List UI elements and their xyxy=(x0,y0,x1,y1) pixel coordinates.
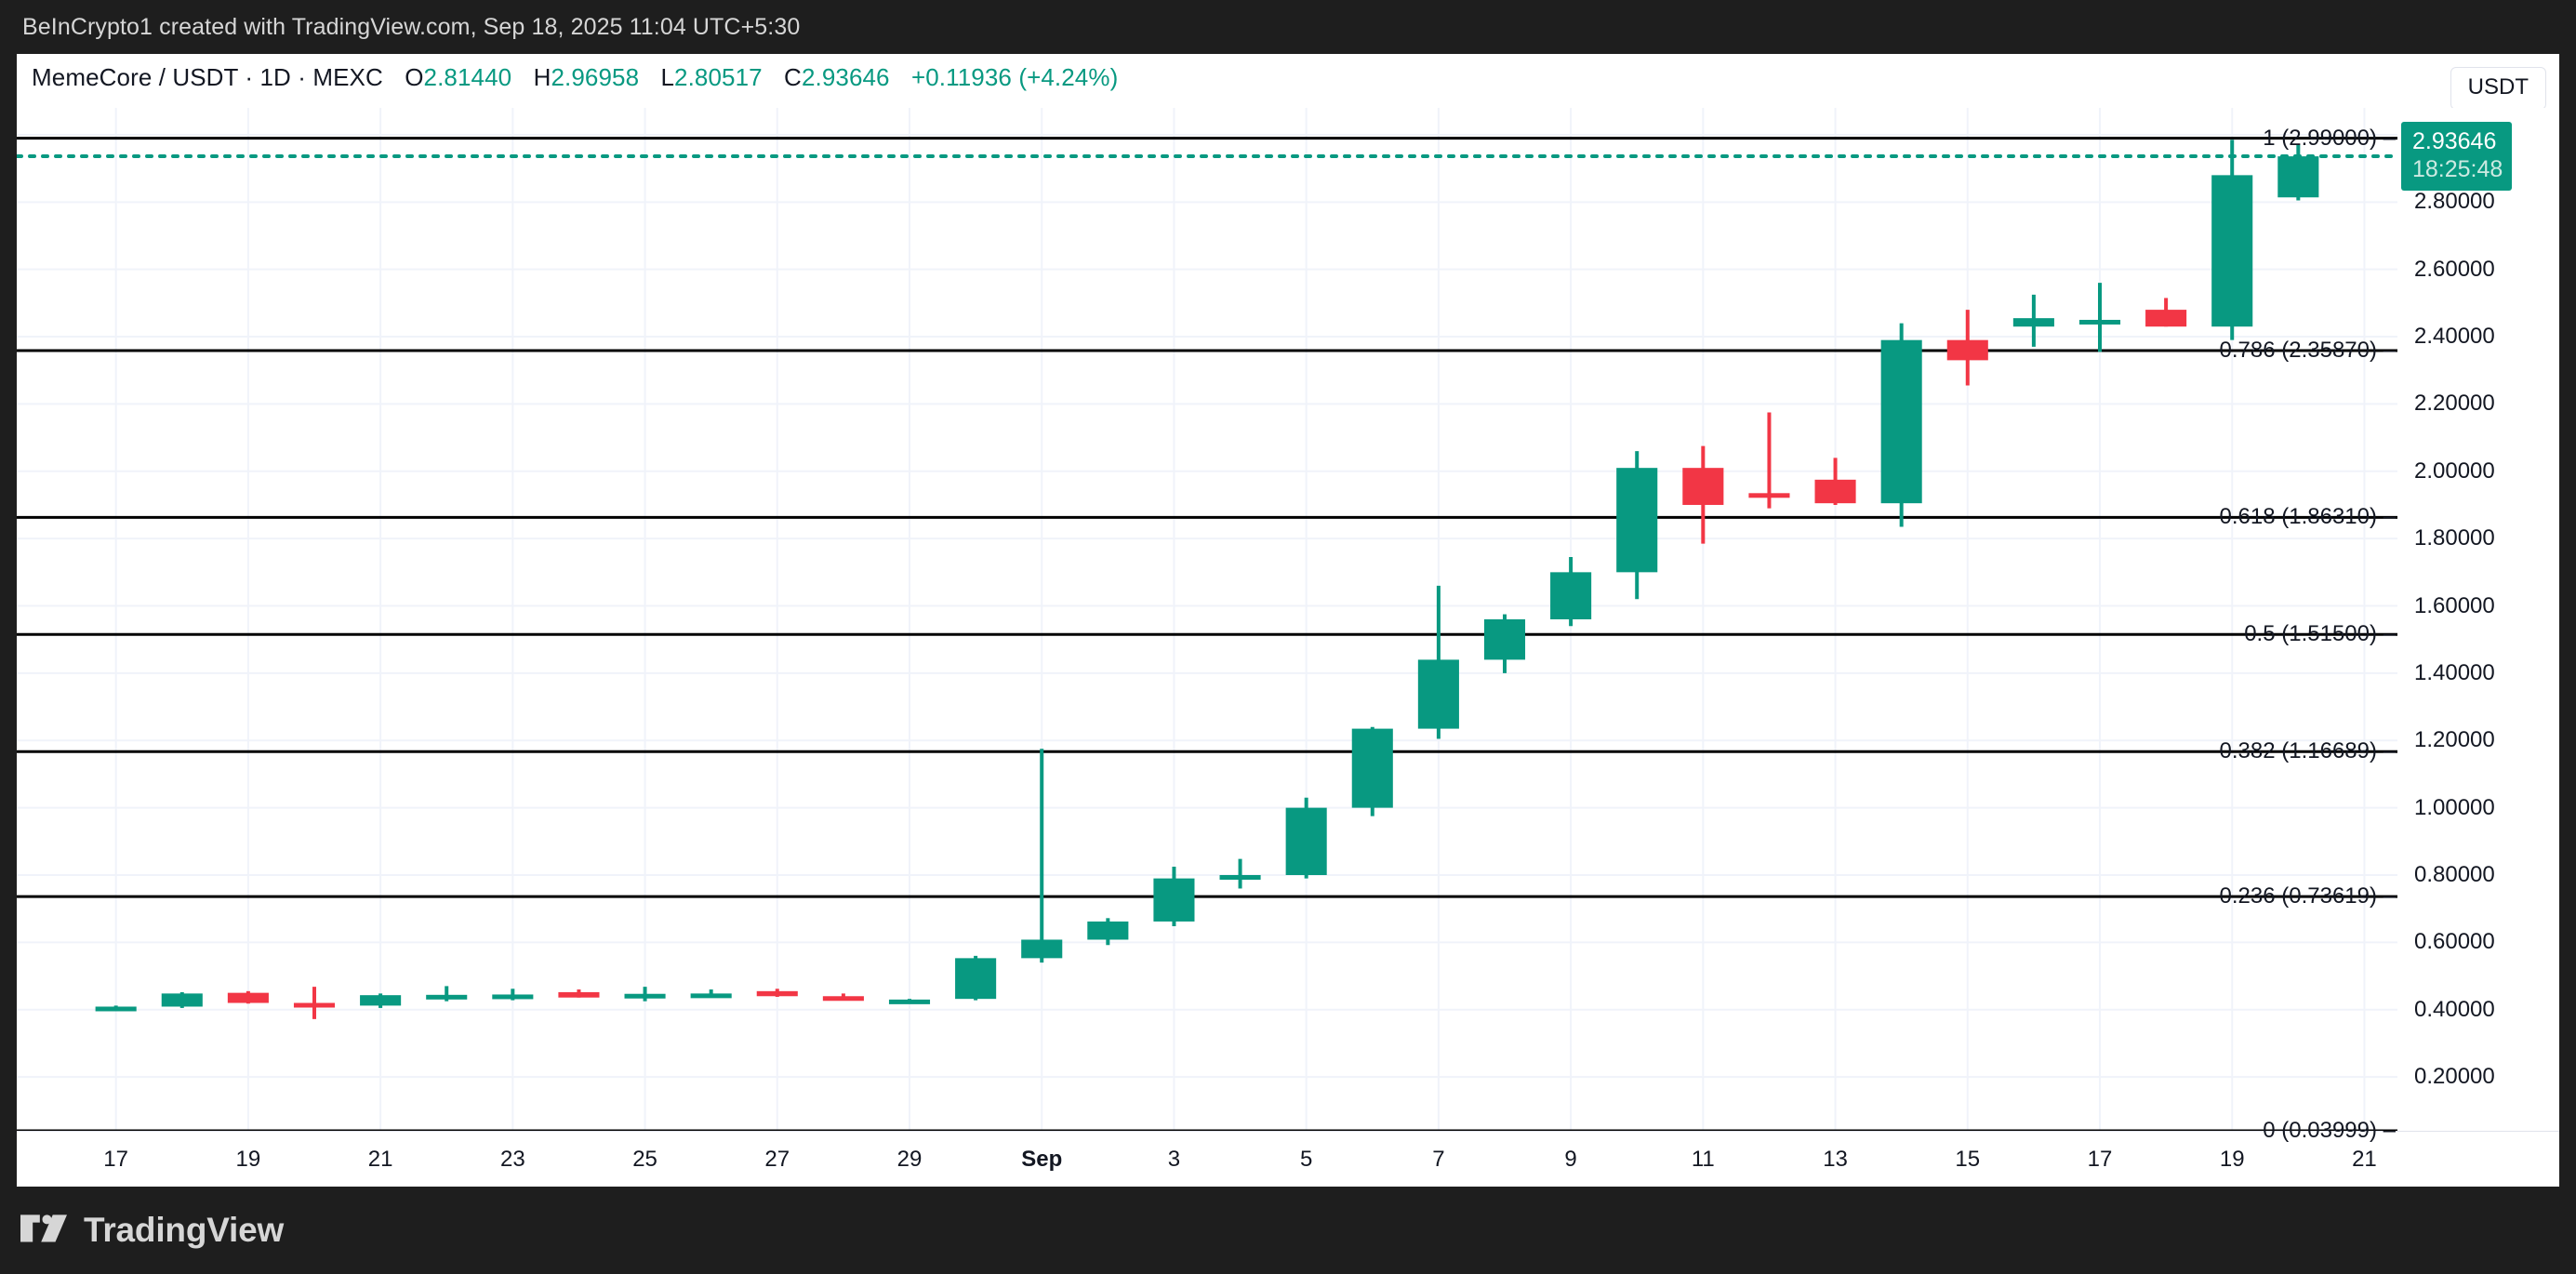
last-price-badge: 2.93646 18:25:48 xyxy=(2401,121,2513,191)
price-axis-tick: 1.60000 xyxy=(2414,592,2495,618)
price-axis-tick: 1.40000 xyxy=(2414,659,2495,685)
tradingview-logo[interactable]: TradingView xyxy=(20,1211,284,1250)
currency-badge[interactable]: USDT xyxy=(2450,67,2546,110)
footer-bar: TradingView xyxy=(0,1187,2576,1274)
attribution-text: BeInCrypto1 created with TradingView.com… xyxy=(0,0,2576,54)
fib-level-label: 0.786 (2.35870) ‒ xyxy=(2219,337,2396,363)
time-axis-tick: 19 xyxy=(2219,1147,2245,1172)
legend-separator-1: · xyxy=(245,63,254,91)
fib-level-label: 0.236 (0.73619) ‒ xyxy=(2219,883,2396,909)
legend-exchange[interactable]: MEXC xyxy=(312,63,383,91)
price-axis-tick: 2.20000 xyxy=(2414,391,2495,417)
time-axis-tick: 13 xyxy=(1823,1147,1848,1172)
ohlc-low-value: 2.80517 xyxy=(674,63,763,91)
ohlc-close-label: C xyxy=(784,63,802,91)
fib-level-label: 1 (2.99000) ‒ xyxy=(2263,125,2396,151)
legend-interval[interactable]: 1D xyxy=(259,63,291,91)
ohlc-high-label: H xyxy=(533,63,551,91)
legend-symbol[interactable]: MemeCore / USDT xyxy=(32,63,239,91)
price-axis-tick: 1.80000 xyxy=(2414,525,2495,551)
time-axis-tick: 15 xyxy=(1955,1147,1981,1172)
time-axis-tick: 21 xyxy=(2352,1147,2377,1172)
price-axis-tick: 2.80000 xyxy=(2414,189,2495,215)
price-axis-tick: 2.40000 xyxy=(2414,324,2495,350)
candlestick-canvas xyxy=(17,108,2397,1131)
price-axis-tick: 2.60000 xyxy=(2414,256,2495,282)
last-price-value: 2.93646 xyxy=(2412,127,2497,154)
ohlc-open-value: 2.81440 xyxy=(423,63,512,91)
fib-level-label: 0.618 (1.86310) ‒ xyxy=(2219,504,2396,530)
ohlc-open-label: O xyxy=(405,63,424,91)
price-axis-tick: 0.80000 xyxy=(2414,861,2495,887)
time-axis-tick: 7 xyxy=(1432,1147,1445,1172)
price-axis-tick: 2.00000 xyxy=(2414,458,2495,484)
time-axis-tick: 29 xyxy=(896,1147,923,1172)
time-scale[interactable]: 17 19 21 23 25 27 29 Sep 3 5 7 9 11 13 15 17 19 21 xyxy=(17,1131,2559,1187)
time-axis-tick: 9 xyxy=(1564,1147,1577,1172)
ohlc-high-value: 2.96958 xyxy=(551,63,640,91)
chart-plot-area[interactable] xyxy=(17,108,2397,1131)
bar-countdown: 18:25:48 xyxy=(2412,155,2503,182)
time-axis-tick: 11 xyxy=(1691,1147,1715,1172)
time-axis-tick: 3 xyxy=(1167,1147,1181,1172)
ohlc-low-label: L xyxy=(660,63,675,91)
price-axis-tick: 1.20000 xyxy=(2414,727,2495,753)
price-axis-tick: 0.40000 xyxy=(2414,996,2495,1022)
time-axis-tick: Sep xyxy=(1021,1147,1063,1172)
tradingview-glyph-icon xyxy=(20,1214,67,1242)
fib-level-label: 0.5 (1.51500) ‒ xyxy=(2244,621,2396,647)
price-axis-tick: 0.20000 xyxy=(2414,1064,2495,1090)
time-axis-tick: 17 xyxy=(2087,1147,2113,1172)
time-axis-tick: 25 xyxy=(632,1147,657,1172)
time-axis-tick: 21 xyxy=(367,1147,393,1172)
fib-level-label: 0 (0.03999) ‒ xyxy=(2263,1118,2396,1143)
price-scale[interactable]: 3.000002.800002.600002.400002.200002.000… xyxy=(2397,108,2559,1187)
price-axis-tick: 0.60000 xyxy=(2414,929,2495,955)
time-axis-tick: 17 xyxy=(103,1147,129,1172)
price-axis-tick: 1.00000 xyxy=(2414,794,2495,820)
ohlc-close-value: 2.93646 xyxy=(801,63,890,91)
ohlc-change: +0.11936 (+4.24%) xyxy=(910,63,1119,91)
time-axis-tick: 23 xyxy=(499,1147,525,1172)
legend-separator-2: · xyxy=(298,63,307,91)
time-axis-tick: 5 xyxy=(1299,1147,1313,1172)
fib-level-label: 0.382 (1.16689) ‒ xyxy=(2219,738,2396,764)
symbol-legend[interactable]: MemeCore / USDT · 1D · MEXC O2.81440 H2.… xyxy=(32,63,1118,92)
time-axis-tick: 27 xyxy=(764,1147,790,1172)
time-axis-tick: 19 xyxy=(235,1147,261,1172)
chart-frame: MemeCore / USDT · 1D · MEXC O2.81440 H2.… xyxy=(17,54,2559,1187)
tradingview-wordmark: TradingView xyxy=(84,1211,285,1249)
